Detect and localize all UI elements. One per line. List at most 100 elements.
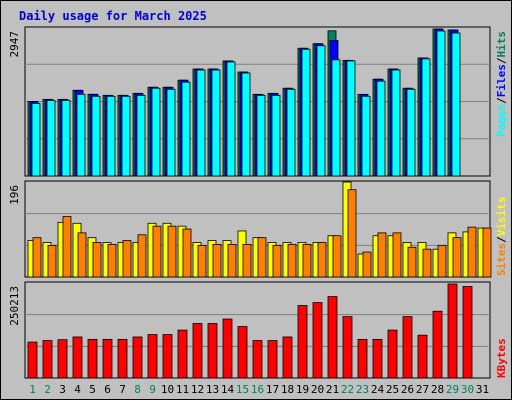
bar-sites-day-8 — [137, 234, 147, 278]
bar-pages-day-4 — [76, 93, 86, 177]
bar-sites-day-26 — [407, 246, 417, 278]
bar-pages-day-17 — [271, 94, 281, 177]
bar-pages-day-29 — [451, 32, 461, 177]
bar-kbytes-day-6 — [102, 338, 113, 379]
x-tick-label: 20 — [311, 383, 324, 396]
bar-pages-day-21 — [331, 59, 341, 177]
bar-pages-day-8 — [136, 94, 146, 177]
bar-kbytes-day-23 — [357, 338, 368, 379]
bar-pages-day-25 — [391, 69, 401, 177]
bar-kbytes-day-18 — [282, 336, 293, 379]
legend-sites: Sites — [495, 243, 508, 276]
bar-sites-day-30 — [467, 226, 477, 278]
bar-pages-day-27 — [421, 58, 431, 177]
bar-kbytes-day-7 — [117, 338, 128, 379]
x-tick-label: 23 — [356, 383, 369, 396]
bar-sites-day-18 — [287, 243, 297, 278]
bar-kbytes-day-12 — [192, 323, 203, 379]
x-tick-label: 2 — [44, 383, 51, 396]
bar-sites-day-11 — [182, 228, 192, 278]
bar-kbytes-day-22 — [342, 316, 353, 379]
bar-sites-day-17 — [272, 244, 282, 278]
x-tick-label: 7 — [119, 383, 126, 396]
bar-sites-day-3 — [62, 216, 72, 278]
bar-sites-day-12 — [197, 244, 207, 278]
bar-sites-day-16 — [257, 237, 267, 278]
bar-kbytes-day-13 — [207, 323, 218, 379]
bar-kbytes-day-19 — [297, 305, 308, 379]
bar-kbytes-day-29 — [447, 283, 458, 379]
legend: KBytes — [495, 338, 508, 378]
bar-pages-day-12 — [196, 69, 206, 177]
bar-kbytes-day-17 — [267, 340, 278, 379]
bar-pages-day-16 — [256, 94, 266, 177]
bar-pages-day-23 — [361, 95, 371, 177]
bar-sites-day-6 — [107, 243, 117, 278]
bar-sites-day-1 — [32, 237, 42, 278]
x-tick-label: 11 — [176, 383, 189, 396]
bar-sites-day-14 — [227, 243, 237, 278]
x-tick-label: 13 — [206, 383, 219, 396]
legend-kbytes: KBytes — [495, 338, 508, 378]
bar-pages-day-13 — [211, 69, 221, 177]
bar-kbytes-day-24 — [372, 338, 383, 379]
bar-kbytes-day-8 — [132, 336, 143, 379]
bar-sites-day-21 — [332, 235, 342, 278]
x-tick-label: 1 — [29, 383, 36, 396]
bar-kbytes-day-28 — [432, 310, 443, 379]
legend-visits: Visits — [495, 197, 508, 237]
bar-pages-day-20 — [316, 45, 326, 177]
x-tick-label: 15 — [236, 383, 249, 396]
x-tick-label: 24 — [371, 383, 385, 396]
bar-sites-day-27 — [422, 248, 432, 278]
bar-sites-day-28 — [437, 244, 447, 278]
bar-sites-day-9 — [152, 225, 162, 278]
x-tick-label: 16 — [251, 383, 264, 396]
bar-kbytes-day-16 — [252, 340, 263, 379]
ymax-label: 196 — [8, 185, 21, 205]
ymax-label: 2947 — [8, 31, 21, 58]
x-tick-label: 28 — [431, 383, 444, 396]
bar-kbytes-day-27 — [417, 334, 428, 379]
bar-kbytes-day-26 — [402, 316, 413, 379]
bar-pages-day-18 — [286, 88, 296, 177]
x-tick-label: 27 — [416, 383, 429, 396]
x-tick-label: 30 — [461, 383, 474, 396]
bar-kbytes-day-3 — [57, 339, 68, 379]
bar-pages-day-26 — [406, 88, 416, 177]
bar-kbytes-day-20 — [312, 302, 323, 379]
x-tick-label: 6 — [104, 383, 111, 396]
bar-pages-day-10 — [166, 88, 176, 177]
x-tick-label: 3 — [59, 383, 66, 396]
bar-pages-day-24 — [376, 80, 386, 177]
bar-sites-day-5 — [92, 242, 102, 278]
bar-kbytes-day-25 — [387, 329, 398, 379]
bar-pages-day-28 — [436, 30, 446, 177]
bar-sites-day-22 — [347, 189, 357, 278]
legend: Pages/Files/Hits — [495, 31, 508, 137]
legend-hits: Hits — [495, 31, 508, 58]
ymax-label: 250213 — [8, 286, 21, 326]
bar-kbytes-day-4 — [72, 336, 83, 379]
bar-kbytes-day-21 — [327, 296, 338, 379]
x-tick-label: 18 — [281, 383, 294, 396]
legend-separator: / — [495, 57, 508, 64]
bar-pages-day-19 — [301, 48, 311, 177]
bar-sites-day-2 — [47, 244, 57, 278]
bar-kbytes-day-11 — [177, 329, 188, 379]
legend-pages: Pages — [495, 104, 508, 137]
bar-sites-day-31 — [482, 227, 492, 278]
x-tick-label: 14 — [221, 383, 235, 396]
x-tick-label: 25 — [386, 383, 399, 396]
x-tick-label: 29 — [446, 383, 459, 396]
x-tick-label: 22 — [341, 383, 354, 396]
x-tick-label: 17 — [266, 383, 279, 396]
x-tick-label: 5 — [89, 383, 96, 396]
legend-separator: / — [495, 97, 508, 104]
bar-pages-day-22 — [346, 60, 356, 177]
bar-sites-day-7 — [122, 240, 132, 278]
bar-sites-day-13 — [212, 243, 222, 278]
bar-sites-day-23 — [362, 251, 372, 278]
bar-pages-day-15 — [241, 72, 251, 177]
